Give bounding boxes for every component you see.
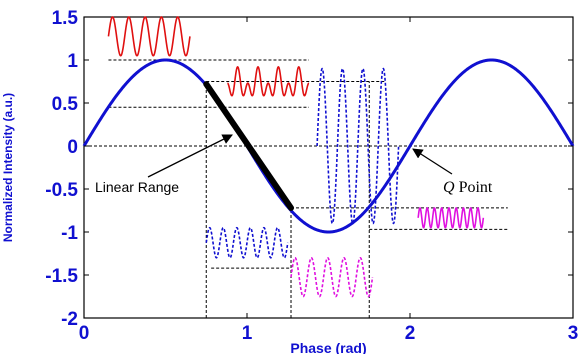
y-tick-label: 1 (67, 51, 78, 72)
x-tick-label: 0 (79, 323, 90, 344)
inset-waveform-1 (107, 16, 191, 57)
y-tick-label: -1 (61, 223, 78, 244)
plot-frame (83, 16, 574, 319)
x-tick-label: 2 (405, 323, 416, 344)
inset-waveform-3 (316, 67, 400, 225)
q-point-label-rest: Point (455, 179, 493, 196)
linear-range-segment (203, 81, 295, 211)
y-tick-label: 1.5 (52, 8, 79, 29)
inset-waveform-6 (417, 206, 485, 229)
linear-range-label: Linear Range (95, 179, 179, 195)
y-tick-label: -0.5 (45, 180, 78, 201)
q-point-label-italic: Q (443, 179, 455, 196)
x-axis-label: Phase (rad) (290, 340, 366, 354)
x-tick-label: 1 (242, 323, 253, 344)
y-axis-label: Normalized Intensity (a.u.) (1, 93, 15, 242)
inset-waveform-5 (290, 256, 374, 298)
x-tick-label: 3 (568, 323, 579, 344)
y-tick-label: -2 (61, 309, 78, 330)
y-tick-label: 0 (67, 137, 78, 158)
q-point-arrow (412, 148, 453, 175)
inset-waveform-2 (227, 66, 310, 97)
series-line-intensity (82, 58, 575, 234)
linear-range-arrow (147, 134, 233, 178)
y-tick-label: -1.5 (45, 266, 78, 287)
inset-waveform-4 (205, 226, 289, 259)
y-tick-label: 0.5 (52, 94, 79, 115)
q-point-label: Q Point (443, 179, 493, 196)
